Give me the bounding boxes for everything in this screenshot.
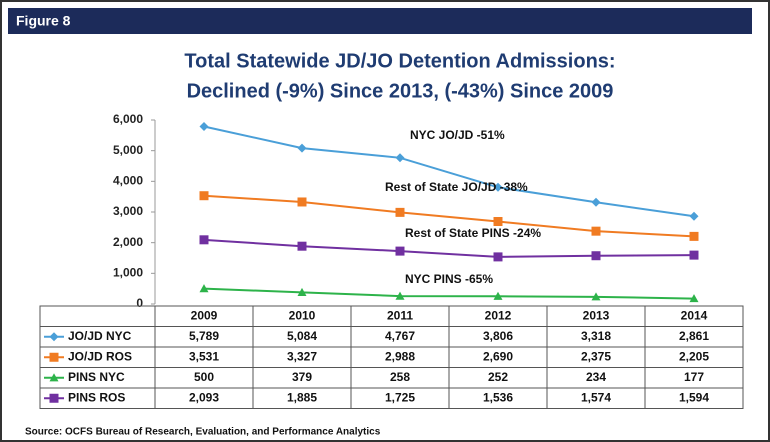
point bbox=[591, 251, 601, 261]
point bbox=[493, 252, 503, 262]
x-tick-label: 2014 bbox=[681, 308, 708, 322]
point bbox=[493, 217, 503, 227]
table-cell: 5,084 bbox=[287, 329, 317, 343]
point bbox=[395, 291, 405, 300]
point bbox=[591, 197, 601, 207]
table-cell: 1,885 bbox=[287, 390, 317, 404]
table-cell: 3,327 bbox=[287, 349, 317, 363]
point bbox=[689, 211, 699, 221]
x-tick-label: 2011 bbox=[387, 308, 413, 322]
table-cell: 2,988 bbox=[385, 349, 415, 363]
point bbox=[395, 246, 405, 256]
table-cell: 5,789 bbox=[189, 329, 219, 343]
y-tick-label: 3,000 bbox=[113, 204, 143, 218]
table-cell: 252 bbox=[488, 370, 508, 384]
table-cell: 1,536 bbox=[483, 390, 513, 404]
annotation: NYC JO/JD -51% bbox=[410, 128, 505, 142]
point bbox=[395, 153, 405, 163]
point bbox=[493, 291, 503, 300]
legend-marker bbox=[49, 332, 59, 342]
x-tick-label: 2013 bbox=[583, 308, 610, 322]
point bbox=[493, 182, 503, 192]
y-tick-label: 2,000 bbox=[113, 235, 143, 249]
table-cell: 1,594 bbox=[679, 390, 709, 404]
y-tick-label: 6,000 bbox=[113, 112, 143, 126]
table-cell: 2,861 bbox=[679, 329, 709, 343]
table-cell: 2,093 bbox=[189, 390, 219, 404]
annotation: Rest of State JO/JD -38% bbox=[385, 180, 528, 194]
series-line bbox=[203, 287, 695, 300]
point bbox=[689, 231, 699, 241]
point bbox=[591, 226, 601, 236]
series-line bbox=[203, 238, 695, 258]
legend-label: PINS NYC bbox=[68, 370, 125, 384]
point bbox=[297, 287, 307, 296]
y-tick-label: 4,000 bbox=[113, 174, 143, 188]
table-cell: 258 bbox=[390, 370, 410, 384]
point bbox=[199, 191, 209, 201]
table-cell: 1,574 bbox=[581, 390, 611, 404]
table-cell: 379 bbox=[292, 370, 312, 384]
header: Figure 8 bbox=[16, 13, 71, 29]
y-tick-label: 1,000 bbox=[113, 266, 143, 280]
table-cell: 1,725 bbox=[385, 390, 415, 404]
table-cell: 2,375 bbox=[581, 349, 611, 363]
table-cell: 3,318 bbox=[581, 329, 611, 343]
series-line bbox=[203, 194, 695, 238]
table-cell: 177 bbox=[684, 370, 704, 384]
point bbox=[199, 235, 209, 245]
chart-title: Total Statewide JD/JO Detention Admissio… bbox=[184, 50, 615, 72]
annotation: Rest of State PINS -24% bbox=[405, 226, 541, 240]
table-cell: 3,531 bbox=[189, 349, 219, 363]
table-cell: 4,767 bbox=[385, 329, 415, 343]
table-cell: 3,806 bbox=[483, 329, 513, 343]
point bbox=[689, 294, 699, 303]
legend-marker bbox=[49, 373, 59, 382]
legend-label: JO/JD NYC bbox=[68, 329, 132, 343]
point bbox=[297, 197, 307, 207]
point bbox=[591, 292, 601, 301]
point bbox=[199, 121, 209, 131]
chart-title: Declined (-9%) Since 2013, (-43%) Since … bbox=[187, 80, 614, 102]
source: Source: OCFS Bureau of Research, Evaluat… bbox=[25, 427, 381, 438]
point bbox=[297, 241, 307, 251]
legend-marker bbox=[49, 352, 59, 362]
legend-marker bbox=[49, 393, 59, 403]
x-tick-label: 2009 bbox=[191, 308, 218, 322]
legend-label: JO/JD ROS bbox=[68, 349, 132, 363]
x-tick-label: 2012 bbox=[485, 308, 512, 322]
point bbox=[395, 207, 405, 217]
y-tick-label: 0 bbox=[136, 296, 143, 310]
x-tick-label: 2010 bbox=[289, 308, 316, 322]
series-line bbox=[203, 125, 695, 218]
point bbox=[297, 143, 307, 153]
table-cell: 500 bbox=[194, 370, 214, 384]
table-cell: 234 bbox=[586, 370, 606, 384]
point bbox=[689, 250, 699, 260]
table-cell: 2,690 bbox=[483, 349, 513, 363]
header-bar bbox=[8, 8, 752, 34]
point bbox=[199, 284, 209, 293]
table-cell: 2,205 bbox=[679, 349, 709, 363]
legend-label: PINS ROS bbox=[68, 390, 125, 404]
y-tick-label: 5,000 bbox=[113, 143, 143, 157]
annotation: NYC PINS -65% bbox=[405, 272, 493, 286]
